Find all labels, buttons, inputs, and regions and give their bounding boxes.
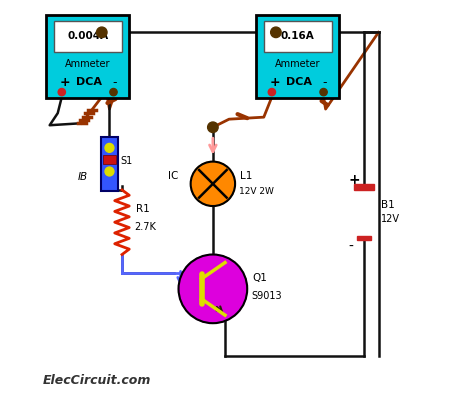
FancyBboxPatch shape <box>46 15 129 98</box>
Text: L1: L1 <box>240 171 252 181</box>
Text: S9013: S9013 <box>251 291 282 301</box>
Text: +: + <box>270 76 280 89</box>
Text: DCA: DCA <box>76 78 102 87</box>
Text: -: - <box>112 76 117 89</box>
Text: +: + <box>60 76 70 89</box>
Circle shape <box>58 88 65 96</box>
Text: Q1: Q1 <box>252 273 267 283</box>
Text: +: + <box>348 173 360 187</box>
Text: Ammeter: Ammeter <box>275 59 320 69</box>
Bar <box>354 184 374 190</box>
Text: 0.004A: 0.004A <box>67 32 108 41</box>
FancyBboxPatch shape <box>256 15 339 98</box>
Text: IB: IB <box>77 172 88 182</box>
Text: Ammeter: Ammeter <box>65 59 110 69</box>
Circle shape <box>191 162 235 206</box>
Circle shape <box>207 122 218 133</box>
FancyBboxPatch shape <box>101 137 118 191</box>
Circle shape <box>97 27 107 38</box>
Text: 12V: 12V <box>381 214 400 224</box>
Text: 0.16A: 0.16A <box>281 32 315 41</box>
Circle shape <box>268 88 275 96</box>
Text: B1: B1 <box>381 200 394 210</box>
FancyBboxPatch shape <box>54 21 122 52</box>
Text: -: - <box>322 76 327 89</box>
Text: -: - <box>348 240 353 253</box>
Text: R1: R1 <box>136 204 150 214</box>
Circle shape <box>270 27 281 38</box>
Circle shape <box>105 167 114 176</box>
Text: ElecCircuit.com: ElecCircuit.com <box>43 374 152 387</box>
Text: 2.7K: 2.7K <box>134 222 156 232</box>
Text: IC: IC <box>168 171 179 181</box>
Circle shape <box>110 88 117 96</box>
Text: DCA: DCA <box>286 78 312 87</box>
Bar <box>357 236 371 240</box>
Circle shape <box>105 143 114 152</box>
Text: 12V 2W: 12V 2W <box>239 187 274 196</box>
FancyBboxPatch shape <box>103 155 116 164</box>
Circle shape <box>179 255 247 323</box>
Circle shape <box>320 88 327 96</box>
FancyBboxPatch shape <box>264 21 332 52</box>
Text: S1: S1 <box>120 156 133 166</box>
